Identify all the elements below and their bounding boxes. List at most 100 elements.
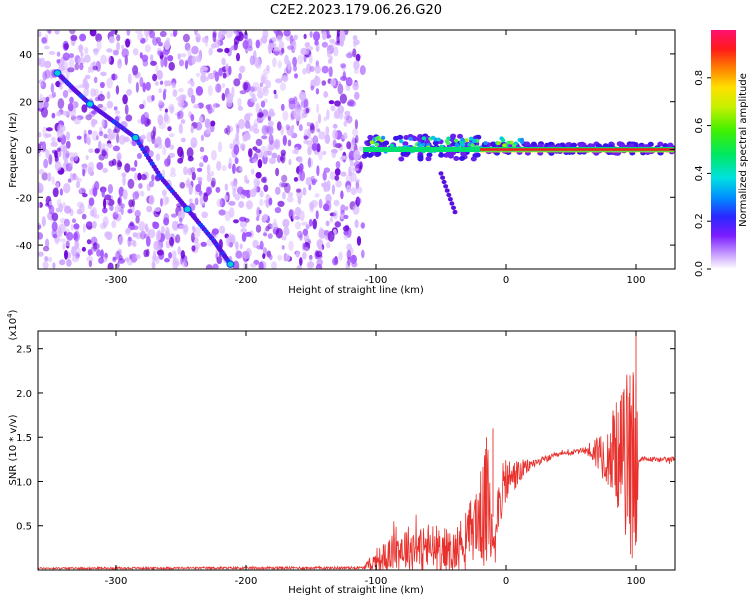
noise-cell (171, 220, 179, 231)
noise-cell (226, 30, 233, 39)
noise-cell (281, 182, 288, 188)
noise-cell (210, 43, 217, 49)
noise-cell (93, 76, 98, 84)
noise-cell (167, 126, 172, 132)
noise-cell (205, 127, 212, 135)
noise-cell (263, 68, 270, 75)
noise-cell (339, 93, 347, 104)
noise-cell (352, 48, 357, 58)
noise-cell (249, 188, 257, 198)
noise-cell (263, 184, 269, 192)
noise-cell (311, 143, 318, 152)
noise-cell (200, 66, 208, 71)
noise-cell (38, 31, 42, 38)
noise-cell (58, 203, 63, 213)
noise-cell (62, 183, 71, 194)
noise-cell (139, 103, 145, 110)
noise-cell (267, 145, 273, 155)
top-y-tick-label: 20 (19, 98, 32, 109)
noise-cell (122, 94, 128, 105)
scale-factor-close: ) (8, 309, 19, 313)
noise-cell (228, 207, 235, 218)
noise-cell (286, 254, 291, 261)
noise-cell (283, 30, 291, 37)
noise-cell (255, 102, 260, 114)
noise-cell (178, 59, 185, 67)
noise-cell (45, 238, 50, 249)
noise-cell (80, 52, 84, 57)
noise-cell (146, 118, 152, 126)
noise-cell (190, 167, 196, 174)
noise-cell (69, 208, 74, 217)
noise-cell (228, 157, 232, 168)
noise-cell (77, 57, 86, 65)
noise-cell (218, 209, 226, 216)
noise-cell (54, 30, 60, 35)
noise-cell (150, 60, 157, 66)
noise-cell (161, 189, 167, 197)
noise-cell (130, 167, 137, 172)
noise-cell (45, 127, 53, 132)
noise-cell (190, 114, 195, 122)
noise-cell (232, 260, 240, 269)
chart-title: C2E2.2023.179.06.26.G20 (270, 3, 442, 18)
noise-cell (140, 174, 147, 181)
noise-cell (139, 76, 144, 88)
noise-cell (207, 72, 215, 80)
noise-cell (213, 103, 217, 109)
noise-cell (335, 161, 341, 169)
noise-cell (139, 190, 145, 197)
noise-cell (353, 68, 359, 75)
noise-cell (270, 42, 277, 48)
noise-cell (64, 250, 68, 260)
noise-cell (354, 219, 359, 229)
noise-cell (63, 231, 68, 236)
noise-cell (228, 65, 232, 76)
noise-cell (42, 245, 50, 252)
noise-cell (237, 105, 244, 111)
noise-cell (135, 81, 139, 93)
noise-cell (293, 65, 297, 72)
top-x-tick-label: -100 (365, 275, 388, 286)
noise-cell (173, 31, 177, 37)
noise-cell (59, 188, 64, 196)
noise-cell (199, 162, 204, 168)
noise-cell (103, 198, 107, 210)
noise-cell (256, 86, 263, 92)
bottom-y-tick-label: 2.5 (16, 345, 32, 356)
noise-cell (309, 255, 313, 264)
noise-cell (162, 146, 167, 156)
noise-cell (250, 263, 257, 268)
noise-cell (321, 182, 326, 188)
noise-cell (288, 240, 294, 252)
noise-cell (245, 200, 253, 210)
noise-cell (57, 230, 63, 238)
noise-cell (282, 135, 287, 146)
noise-cell (265, 194, 271, 200)
noise-cell (170, 32, 174, 37)
top-y-tick-label: -40 (16, 241, 32, 252)
noise-cell (172, 89, 178, 97)
noise-cell (298, 108, 306, 120)
bottom-x-axis: -300 -200 -100 0 100 (105, 331, 646, 587)
band-cell (453, 156, 460, 161)
noise-cell (62, 110, 70, 117)
noise-cell (195, 121, 203, 131)
noise-cell (177, 99, 185, 108)
colorbar-tick-label: 0.2 (694, 213, 705, 229)
noise-cell (244, 120, 251, 129)
noise-cell (84, 47, 89, 55)
noise-cell (56, 111, 62, 117)
noise-cell (178, 123, 183, 134)
noise-cell (281, 235, 287, 241)
noise-cell (261, 75, 266, 84)
noise-cell (293, 108, 301, 120)
noise-cell (48, 204, 55, 215)
noise-cell (120, 206, 124, 216)
noise-cell (305, 176, 313, 186)
spectrogram-panel: -300 -200 -100 0 100 40 20 0 -20 -40 Height of s… (8, 29, 676, 296)
noise-cell (253, 177, 260, 187)
noise-cell (153, 240, 159, 251)
noise-cell (120, 44, 125, 50)
noise-cell (346, 184, 352, 193)
